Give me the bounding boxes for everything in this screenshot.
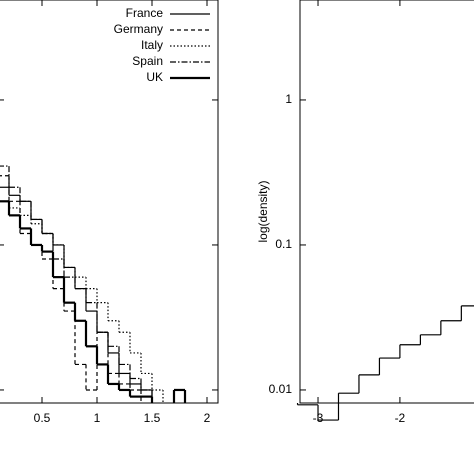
y-tick-label: 1 — [285, 92, 292, 106]
y-axis-label: log(density) — [256, 180, 270, 242]
plot-frame — [299, 0, 474, 404]
y-tick-label: 0.01 — [269, 382, 293, 396]
legend-label: Germany — [114, 22, 163, 36]
x-tick-label: 0.5 — [34, 411, 51, 425]
x-tick-label: 1.5 — [144, 411, 161, 425]
legend-label: France — [126, 6, 164, 20]
legend-label: Italy — [141, 38, 163, 52]
plot-frame — [0, 0, 219, 404]
legend-label: Spain — [132, 54, 163, 68]
x-tick-label: 1 — [94, 411, 101, 425]
x-tick-label: -2 — [395, 411, 406, 425]
x-tick-label: 2 — [204, 411, 211, 425]
y-tick-label: 0.1 — [275, 237, 292, 251]
legend-label: UK — [146, 70, 163, 84]
